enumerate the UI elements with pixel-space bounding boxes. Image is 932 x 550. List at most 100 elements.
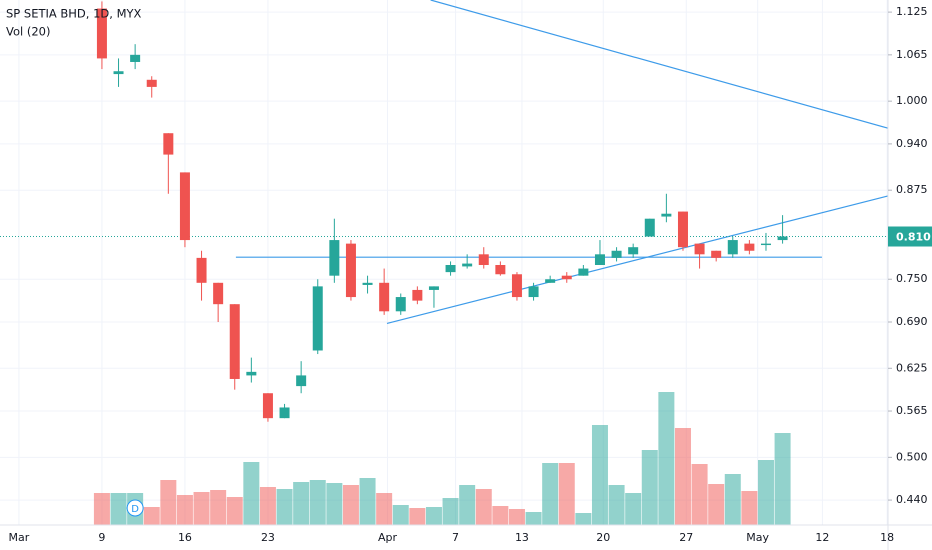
volume-bar: [757, 460, 774, 525]
candle-body: [362, 282, 373, 285]
volume-bar: [475, 489, 492, 525]
volume-bar: [625, 493, 642, 525]
volume-bar: [226, 497, 243, 525]
volume-bar: [309, 480, 326, 525]
candle-body: [545, 279, 556, 283]
volume-bar: [691, 464, 708, 525]
volume-bar: [658, 392, 675, 525]
x-tick-label: Apr: [378, 531, 398, 544]
candle-body: [777, 236, 788, 241]
candle-body: [296, 375, 307, 387]
candle-body: [644, 218, 655, 237]
volume-bar: [641, 450, 658, 525]
candle-body: [229, 304, 240, 379]
candle-body: [727, 240, 738, 255]
volume-bar: [110, 493, 127, 525]
candle-body: [412, 289, 423, 301]
volume-bar: [708, 484, 725, 525]
volume-bar: [276, 489, 293, 525]
last-price-box: [888, 226, 932, 247]
volume-bar: [93, 493, 110, 525]
candle-body: [661, 213, 672, 217]
volume-bar: [575, 513, 592, 525]
candle-body: [246, 371, 257, 376]
candle-body: [478, 254, 489, 265]
volume-bar: [774, 433, 791, 525]
volume-pane: [93, 392, 791, 525]
trend-line: [430, 0, 889, 129]
candle-body: [561, 275, 572, 280]
drawings: [0, 0, 889, 324]
volume-bar: [608, 485, 625, 525]
y-tick-label: 0.940: [896, 137, 928, 150]
candle-body: [528, 286, 539, 298]
volume-bar: [425, 507, 442, 525]
candle-body: [262, 393, 273, 419]
x-tick-label: May: [746, 531, 769, 544]
volume-bar: [392, 505, 409, 525]
candle-body: [130, 54, 141, 62]
x-tick-label: 9: [98, 531, 105, 544]
y-tick-label: 0.750: [896, 272, 928, 285]
chart-title: SP SETIA BHD, 1D, MYX: [6, 7, 142, 21]
event-marker-label: D: [131, 504, 139, 515]
candles: [96, 1, 788, 422]
volume-bar: [508, 509, 525, 525]
grid: [0, 0, 888, 525]
y-tick-label: 0.440: [896, 493, 928, 506]
volume-bar: [376, 493, 393, 525]
volume-bar: [143, 507, 160, 525]
volume-bar: [459, 485, 476, 525]
y-tick-label: 0.500: [896, 450, 928, 463]
y-tick-label: 1.000: [896, 94, 928, 107]
trend-line: [386, 195, 889, 324]
candle-body: [711, 250, 722, 258]
volume-bar: [160, 480, 177, 525]
volume-bar: [243, 462, 260, 525]
axes: 1.125 1.065 1.000 0.940 0.875 0.750 0.690 0.625…: [9, 5, 932, 544]
candle-body: [379, 282, 390, 312]
candle-body: [628, 247, 639, 255]
volume-bar: [525, 512, 542, 525]
candle-body: [345, 243, 356, 298]
event-marker: [126, 499, 144, 517]
volume-bar: [409, 508, 426, 525]
y-tick-label: 0.565: [896, 404, 928, 417]
x-tick-label: 12: [815, 531, 829, 544]
candle-body: [146, 79, 157, 87]
volume-bar: [741, 491, 758, 525]
candle-body: [744, 243, 755, 251]
candle-body: [445, 265, 456, 273]
candle-body: [163, 133, 174, 155]
y-tick-label: 1.125: [896, 5, 928, 18]
y-tick-label: 1.065: [896, 48, 928, 61]
candle-body: [428, 286, 439, 290]
volume-bar: [542, 463, 559, 525]
candle-body: [179, 172, 190, 241]
candle-body: [511, 274, 522, 298]
volume-bar: [210, 490, 227, 525]
x-tick-label: 13: [515, 531, 529, 544]
volume-bar: [359, 478, 376, 525]
candle-body: [113, 71, 124, 75]
x-tick-label: Mar: [9, 531, 30, 544]
volume-bar: [293, 482, 310, 525]
volume-bar: [442, 498, 459, 525]
candle-body: [312, 286, 323, 351]
volume-bar: [558, 463, 575, 525]
candle-body: [677, 211, 688, 248]
candle-body: [213, 282, 224, 305]
candle-body: [578, 268, 589, 276]
candle-body: [279, 407, 290, 419]
volume-bar: [259, 487, 276, 525]
candle-body: [96, 8, 107, 59]
candle-body: [196, 257, 207, 283]
volume-bar: [724, 474, 741, 525]
candle-body: [395, 297, 406, 312]
x-tick-label: 7: [452, 531, 459, 544]
volume-bar: [193, 492, 210, 525]
y-tick-label: 0.625: [896, 361, 928, 374]
